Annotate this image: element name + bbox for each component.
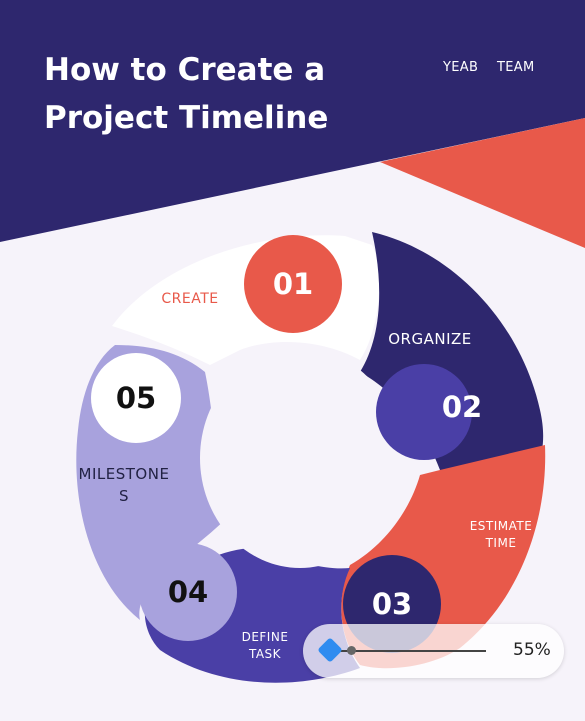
step-05-circle: [91, 353, 181, 443]
step-04-number: 04: [167, 575, 209, 609]
header-banner: [0, 0, 585, 242]
step-04-label: DEFINE TASK: [225, 629, 305, 663]
zoom-slider-marker: [347, 646, 356, 655]
step-04-label-line-1: DEFINE: [241, 630, 289, 644]
brand-word-1: YEAB: [443, 60, 479, 75]
zoom-slider-handle[interactable]: [317, 637, 343, 663]
step-05-number: 05: [115, 381, 157, 415]
step-02-circle: [376, 364, 472, 460]
step-01-circle: [244, 235, 342, 333]
step-04-circle: [139, 543, 237, 641]
step-03-label-line-1: ESTIMATE: [469, 519, 533, 533]
zoom-slider-track[interactable]: [331, 650, 486, 652]
brand-word-2: TEAM: [497, 60, 535, 75]
step-05-label: MILESTONE S: [62, 463, 186, 507]
segment-organize: [360, 232, 544, 478]
step-02-label: ORGANIZE: [388, 330, 472, 348]
step-01-label: CREATE: [161, 291, 219, 307]
page-title: How to Create a Project Timeline: [44, 46, 404, 142]
title-line-2: Project Timeline: [44, 100, 329, 136]
step-01-number: 01: [272, 267, 314, 301]
step-05-label-line-1: MILESTONE: [78, 465, 170, 483]
step-05-label-line-2: S: [118, 487, 130, 505]
step-03-number: 03: [371, 587, 413, 621]
step-04-label-line-2: TASK: [248, 647, 282, 661]
zoom-level-label: 55%: [513, 640, 551, 660]
step-03-label-line-2: TIME: [485, 536, 517, 550]
coral-accent: [380, 118, 585, 248]
step-03-label: ESTIMATE TIME: [456, 518, 546, 552]
title-line-1: How to Create a: [44, 52, 326, 88]
step-02-number: 02: [441, 390, 483, 424]
ring-hub: [200, 348, 400, 568]
zoom-control: 55%: [303, 624, 564, 678]
